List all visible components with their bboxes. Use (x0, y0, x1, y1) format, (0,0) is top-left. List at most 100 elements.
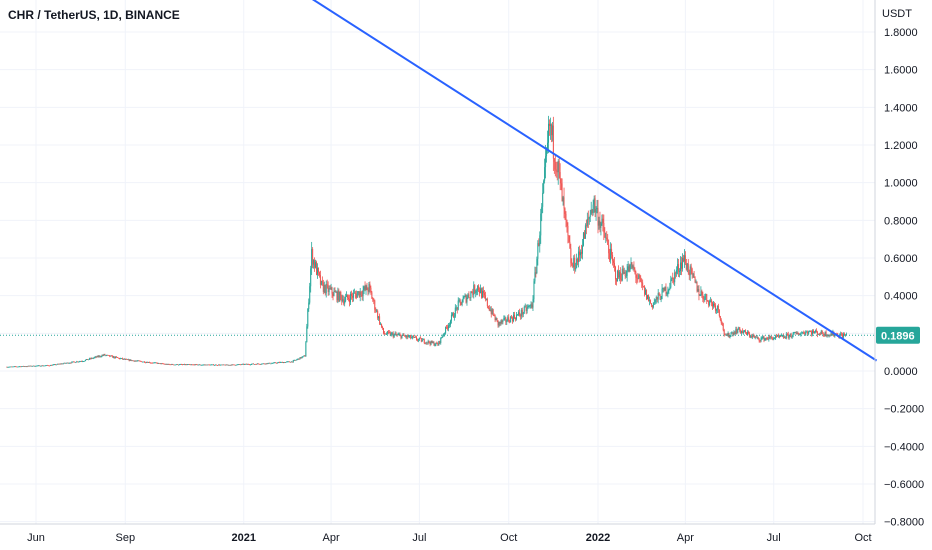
candle-body (154, 362, 156, 364)
candle-body (442, 336, 444, 338)
candle-body (429, 342, 431, 345)
candle-body (315, 262, 317, 268)
candle-body (576, 258, 578, 268)
candle-body (491, 309, 493, 315)
candle-body (117, 357, 119, 359)
candle-body (12, 366, 14, 368)
candle-body (492, 309, 494, 316)
candle-body (563, 197, 565, 209)
time-tick-label: 2021 (231, 532, 255, 544)
candle-body (752, 335, 754, 337)
candle-body (376, 310, 378, 312)
candle-body (430, 340, 432, 345)
candle-body (422, 339, 424, 341)
candle-body (288, 361, 290, 363)
candle-body (765, 338, 767, 339)
price-axis[interactable]: 1.8000 1.6000 1.4000 1.2000 1.0000 0.8000 0.60… (884, 27, 924, 529)
candle-body (455, 307, 457, 309)
candle-body (291, 361, 293, 363)
candle-body (583, 232, 585, 239)
candle-body (366, 285, 368, 291)
candle-body (546, 148, 548, 157)
candle-body (736, 329, 738, 333)
candle-body (499, 322, 501, 324)
candle-body (816, 331, 818, 335)
candle-body (212, 364, 214, 366)
trendline[interactable] (296, 0, 878, 362)
candle-body (627, 266, 629, 270)
candle-body (660, 299, 662, 300)
candle-body (553, 158, 555, 162)
candle-body (457, 300, 459, 310)
candle-body (428, 340, 430, 343)
candle-body (220, 364, 222, 366)
candle-body (273, 362, 275, 364)
candle-body (503, 318, 505, 320)
candle-body (572, 265, 574, 268)
candle-body (260, 364, 262, 365)
time-tick-label: Apr (677, 532, 694, 544)
candle-body (671, 277, 673, 280)
candle-body (571, 263, 573, 266)
candle-body (514, 314, 516, 318)
candle-body (683, 255, 685, 262)
candle-body (435, 342, 437, 345)
candle-body (336, 291, 338, 301)
candle-body (6, 366, 8, 368)
candle-body (164, 363, 166, 365)
candle-body (293, 360, 295, 361)
candle-body (568, 235, 570, 242)
candle-body (831, 333, 833, 336)
candle-body (305, 342, 307, 357)
candle-body (414, 336, 416, 338)
candle-body (11, 366, 13, 368)
candle-body (198, 364, 200, 366)
candle-body (302, 356, 304, 357)
candle-body (107, 354, 109, 356)
price-tick-label: −0.2000 (884, 404, 924, 416)
candle-body (120, 358, 122, 359)
candle-body (677, 264, 679, 270)
time-axis[interactable]: Jun Sep 2021 Apr Jul Oct 2022 Apr Jul Oct (27, 532, 871, 544)
candle-body (716, 305, 718, 310)
candle-body (112, 355, 114, 358)
candle-body (245, 363, 247, 365)
candle-body (829, 334, 831, 336)
candle-body (764, 338, 766, 341)
candle-body (801, 332, 803, 334)
candle-body (543, 180, 545, 193)
candle-body (103, 354, 105, 356)
candle-body (542, 192, 544, 207)
candle-body (263, 363, 265, 365)
candle-body (440, 337, 442, 343)
candle-body (257, 363, 259, 365)
candle-body (623, 272, 625, 274)
candle-body (272, 363, 274, 364)
candle-body (176, 364, 178, 365)
candle-body (729, 335, 731, 337)
candle-body (322, 282, 324, 292)
candle-body (424, 343, 426, 344)
candle-body (214, 365, 216, 366)
candle-body (574, 257, 576, 270)
candle-body (663, 287, 665, 291)
candle-body (158, 362, 160, 364)
candle-body (192, 364, 194, 366)
candle-body (160, 363, 162, 365)
candle-body (185, 364, 187, 366)
candle-body (607, 239, 609, 245)
candle-body (207, 364, 209, 366)
candle-body (151, 362, 153, 364)
candle-body (652, 303, 654, 308)
candle-body (779, 336, 781, 337)
candle-body (544, 167, 546, 181)
candle-body (88, 358, 90, 360)
currency-label: USDT (882, 8, 912, 20)
candle-body (595, 208, 597, 213)
candle-body (619, 271, 621, 280)
candle-body (186, 364, 188, 366)
candle-body (128, 359, 130, 361)
candle-body (375, 309, 377, 312)
candle-body (283, 362, 285, 364)
